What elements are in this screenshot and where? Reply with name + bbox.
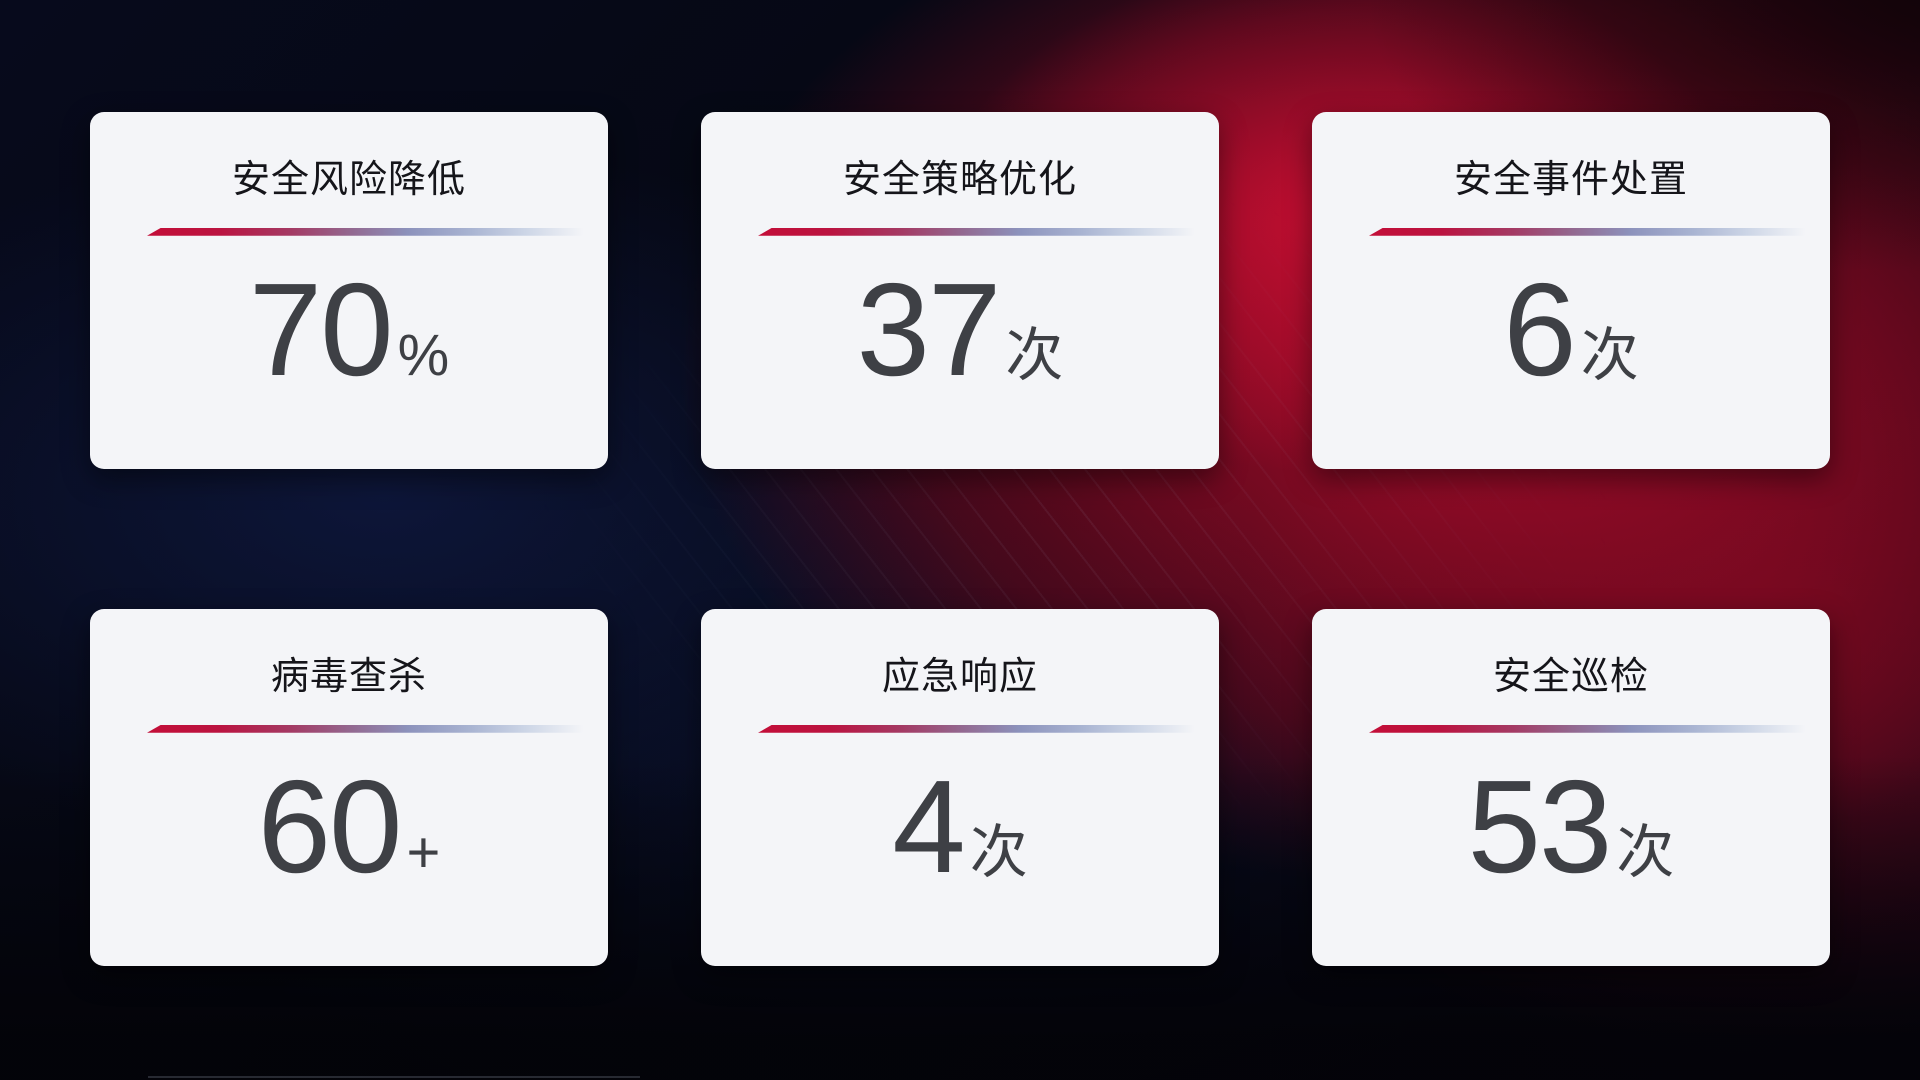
stat-card-emergency-response: 应急响应 4 次 bbox=[701, 609, 1219, 966]
card-divider bbox=[147, 227, 597, 236]
stat-value: 37 bbox=[856, 255, 1002, 403]
card-title: 应急响应 bbox=[881, 656, 1038, 698]
stat-group: 37 次 bbox=[856, 255, 1064, 403]
card-divider bbox=[1369, 724, 1819, 733]
stat-card-security-inspection: 安全巡检 53 次 bbox=[1312, 609, 1830, 966]
card-divider bbox=[758, 724, 1208, 733]
stat-value: 4 bbox=[892, 752, 965, 900]
stat-group: 6 次 bbox=[1503, 255, 1639, 403]
stat-unit: 次 bbox=[1580, 322, 1639, 388]
stat-group: 70 % bbox=[248, 255, 450, 403]
card-title: 病毒查杀 bbox=[270, 656, 427, 698]
stat-group: 53 次 bbox=[1467, 752, 1675, 900]
stat-card-security-incident-handling: 安全事件处置 6 次 bbox=[1312, 112, 1830, 469]
card-title: 安全巡检 bbox=[1492, 656, 1649, 698]
bottom-glow-line bbox=[148, 1076, 640, 1078]
card-divider bbox=[1369, 227, 1819, 236]
stat-unit: + bbox=[406, 819, 441, 885]
card-title: 安全风险降低 bbox=[231, 159, 466, 201]
stat-value: 6 bbox=[1503, 255, 1576, 403]
stat-unit: % bbox=[397, 322, 450, 388]
card-divider bbox=[147, 724, 597, 733]
stat-value: 60 bbox=[257, 752, 403, 900]
stat-card-security-policy-optimization: 安全策略优化 37 次 bbox=[701, 112, 1219, 469]
stat-group: 60 + bbox=[257, 752, 441, 900]
stat-unit: 次 bbox=[1005, 322, 1064, 388]
card-divider bbox=[758, 227, 1208, 236]
stat-card-security-risk-reduction: 安全风险降低 70 % bbox=[90, 112, 608, 469]
stat-card-grid: 安全风险降低 70 % 安全策略优化 37 次 安全事件处置 6 次 病毒查 bbox=[90, 112, 1830, 966]
stat-unit: 次 bbox=[1616, 819, 1675, 885]
stat-group: 4 次 bbox=[892, 752, 1028, 900]
card-title: 安全事件处置 bbox=[1453, 159, 1688, 201]
stat-value: 70 bbox=[248, 255, 394, 403]
stat-value: 53 bbox=[1467, 752, 1613, 900]
card-title: 安全策略优化 bbox=[842, 159, 1077, 201]
stat-card-virus-scan: 病毒查杀 60 + bbox=[90, 609, 608, 966]
stat-unit: 次 bbox=[969, 819, 1028, 885]
